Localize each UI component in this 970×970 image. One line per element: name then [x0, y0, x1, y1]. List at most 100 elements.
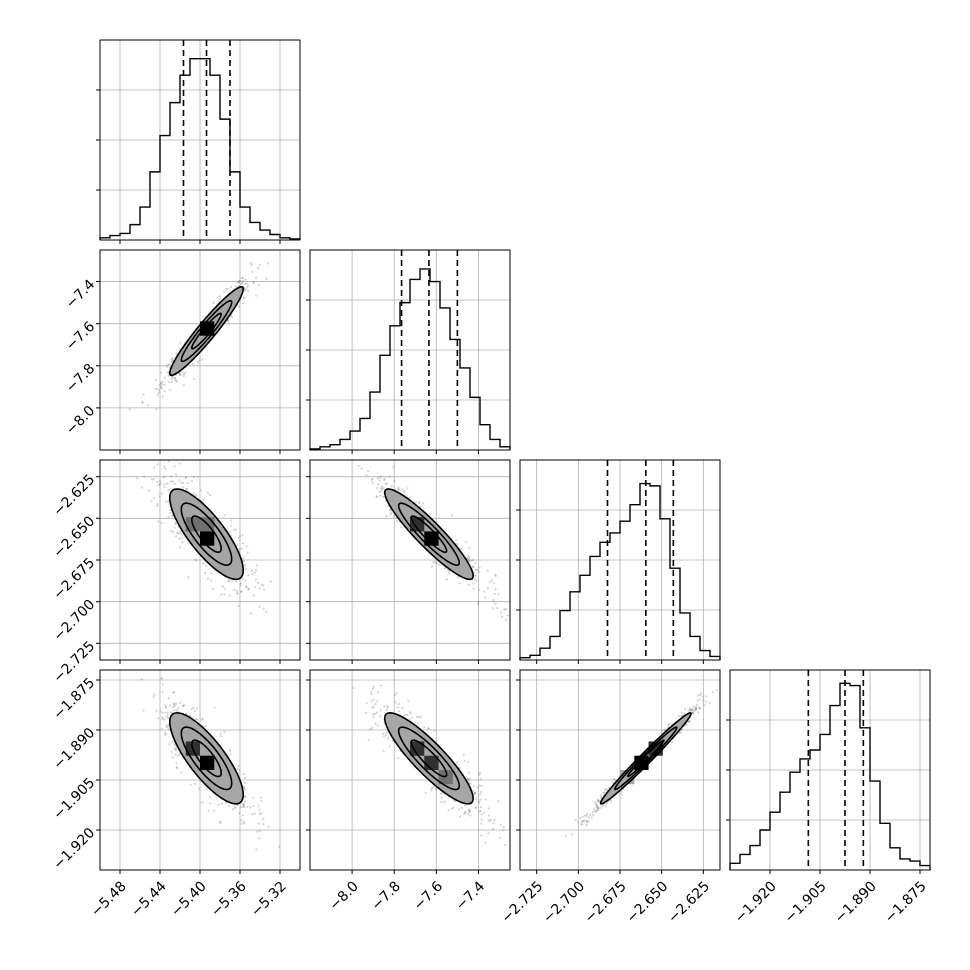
- scatter-point: [596, 805, 599, 808]
- scatter-point: [475, 806, 478, 809]
- scatter-point: [172, 703, 175, 706]
- scatter-point: [143, 475, 146, 478]
- scatter-point: [487, 814, 490, 817]
- scatter-point: [167, 460, 171, 463]
- scatter-point: [594, 802, 597, 805]
- scatter-point: [163, 383, 166, 386]
- scatter-point: [262, 607, 265, 610]
- scatter-point: [159, 383, 162, 386]
- scatter-point: [152, 466, 156, 470]
- scatter-point: [278, 845, 281, 848]
- scatter-point: [175, 473, 178, 476]
- scatter-point: [185, 712, 188, 715]
- scatter-point: [487, 819, 490, 822]
- scatter-point: [702, 695, 705, 698]
- scatter-point: [579, 816, 582, 820]
- scatter-point: [165, 726, 169, 729]
- scatter-point: [220, 802, 224, 805]
- scatter-point: [380, 475, 383, 478]
- scatter-point: [175, 762, 178, 765]
- scatter-point: [372, 698, 375, 701]
- scatter-point: [141, 400, 144, 404]
- contour-line-2: [190, 312, 223, 350]
- scatter-point: [467, 812, 470, 816]
- scatter-point: [417, 502, 420, 505]
- scatter-point: [154, 378, 158, 382]
- scatter-point: [229, 748, 232, 751]
- scatter-point: [150, 478, 154, 481]
- scatter-point: [466, 557, 469, 560]
- histogram-step-1: [309, 268, 511, 450]
- scatter-point: [236, 281, 239, 284]
- scatter-point: [596, 807, 599, 811]
- scatter-point: [365, 702, 368, 705]
- scatter-point: [173, 465, 176, 468]
- scatter-point: [224, 588, 227, 591]
- scatter-point: [255, 848, 258, 851]
- scatter-point: [227, 580, 230, 583]
- scatter-point: [380, 489, 383, 492]
- scatter-point: [251, 573, 254, 576]
- contour-line-1: [613, 726, 678, 791]
- scatter-point: [241, 301, 244, 305]
- scatter-point: [239, 582, 243, 585]
- scatter-point: [452, 806, 455, 809]
- scatter-point: [422, 725, 426, 729]
- scatter-point: [462, 753, 465, 756]
- scatter-point: [376, 700, 379, 703]
- scatter-point: [415, 715, 418, 718]
- scatter-point: [661, 729, 664, 732]
- scatter-point: [242, 820, 245, 824]
- scatter-point: [263, 588, 266, 591]
- scatter-point: [614, 778, 617, 782]
- axes-frame-1-1: [309, 249, 511, 451]
- scatter-point: [374, 722, 377, 725]
- scatter-point: [474, 807, 477, 810]
- scatter-point: [610, 800, 613, 803]
- scatter-point: [197, 787, 201, 790]
- scatter-point: [440, 801, 443, 804]
- scatter-point: [152, 693, 156, 696]
- scatter-point: [480, 790, 483, 794]
- scatter-point: [171, 480, 174, 483]
- scatter-point: [667, 723, 670, 726]
- scatter-point: [458, 582, 461, 585]
- scatter-point: [708, 701, 712, 705]
- scatter-point: [166, 713, 169, 716]
- scatter-point: [486, 586, 490, 590]
- scatter-point: [169, 704, 172, 707]
- scatter-point: [424, 791, 427, 795]
- scatter-point: [370, 693, 373, 696]
- scatter-point: [375, 495, 379, 498]
- scatter-point: [409, 496, 412, 499]
- scatter-point: [235, 544, 239, 547]
- scatter-point: [174, 522, 177, 525]
- scatter-point: [242, 577, 245, 581]
- scatter-point: [473, 792, 476, 796]
- axes-frame-3-0: [99, 669, 301, 871]
- contour-line-0: [383, 712, 474, 805]
- scatter-point: [147, 404, 150, 407]
- scatter-point: [382, 735, 385, 738]
- axes-frame-2-1: [309, 459, 511, 661]
- x-tick-label: −2.725: [498, 878, 546, 926]
- scatter-point: [160, 521, 163, 524]
- scatter-point: [397, 488, 401, 491]
- scatter-point: [388, 745, 391, 748]
- scatter-point: [381, 487, 384, 491]
- scatter-point: [156, 502, 159, 506]
- scatter-point: [596, 809, 600, 812]
- scatter-point: [469, 782, 472, 785]
- scatter-point: [157, 484, 160, 487]
- scatter-point: [464, 540, 467, 544]
- scatter-point: [221, 585, 224, 588]
- scatter-point: [171, 359, 174, 362]
- scatter-point: [385, 734, 388, 737]
- scatter-point: [269, 580, 272, 583]
- scatter-point: [597, 798, 600, 802]
- scatter-point: [434, 560, 437, 563]
- scatter-point: [357, 464, 360, 467]
- scatter-point: [170, 377, 173, 381]
- scatter-point: [258, 263, 261, 266]
- scatter-point: [160, 492, 163, 495]
